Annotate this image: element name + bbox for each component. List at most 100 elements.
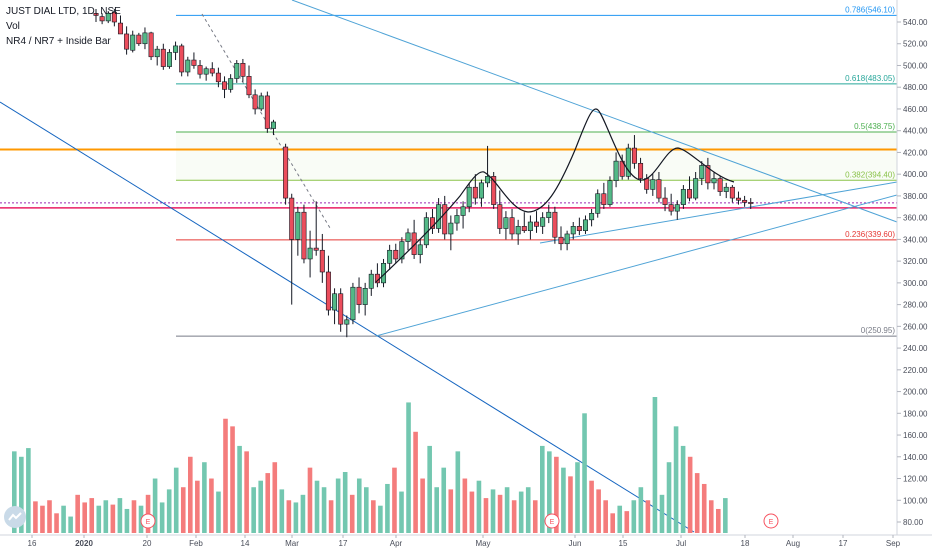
volume-bar xyxy=(575,462,580,533)
volume-bar xyxy=(716,508,721,533)
volume-bar xyxy=(188,456,193,533)
bear-candle xyxy=(264,95,270,129)
bear-candle xyxy=(215,72,221,83)
bull-candle xyxy=(448,222,454,235)
time-tick-label: 20 xyxy=(143,539,152,548)
volume-bar xyxy=(504,487,510,533)
volume-bar xyxy=(12,451,17,533)
symbol-title[interactable]: JUST DIAL LTD, 1D, NSE xyxy=(6,6,121,17)
bull-candle xyxy=(546,211,552,218)
volume-bar xyxy=(589,480,594,533)
bull-candle xyxy=(540,217,546,227)
volume-bar xyxy=(371,500,376,533)
tradingview-logo-icon[interactable] xyxy=(4,506,26,528)
bear-candle xyxy=(136,34,142,45)
volume-bar xyxy=(687,456,693,533)
volume-bar xyxy=(26,448,31,533)
bull-candle xyxy=(650,179,656,190)
bear-candle xyxy=(521,226,527,231)
volume-bar xyxy=(680,445,686,533)
bull-candle xyxy=(105,13,111,22)
volume-bar xyxy=(216,491,221,533)
volume-bar xyxy=(173,467,179,533)
volume-bar xyxy=(568,476,573,533)
bear-candle xyxy=(742,199,748,203)
time-tick-label: Feb xyxy=(189,539,203,548)
bear-candle xyxy=(148,32,154,58)
time-tick-label: 14 xyxy=(241,539,250,548)
price-tick-label: 300.00 xyxy=(903,279,928,288)
volume-bar xyxy=(131,500,137,533)
bull-candle xyxy=(362,288,368,305)
bear-candle xyxy=(313,247,319,251)
volume-bar xyxy=(666,462,672,533)
volume-bar xyxy=(61,505,66,533)
bull-candle xyxy=(460,206,466,216)
bull-candle xyxy=(582,219,588,231)
price-tick-label: 160.00 xyxy=(903,431,928,440)
volume-bar xyxy=(237,445,242,533)
price-tick-label: 200.00 xyxy=(903,388,928,397)
bear-candle xyxy=(491,176,497,205)
earnings-event-letter: E xyxy=(550,519,555,526)
volume-bar xyxy=(701,483,707,533)
volume-bar xyxy=(413,431,418,533)
bull-candle xyxy=(613,160,619,181)
bear-candle xyxy=(662,197,668,205)
bear-candle xyxy=(656,179,662,199)
fib-level-label: 0.786(546.10) xyxy=(845,5,895,14)
volume-bar xyxy=(455,451,461,533)
volume-bar xyxy=(328,500,334,533)
time-tick-label: 17 xyxy=(839,539,848,548)
bear-candle xyxy=(240,63,246,77)
earnings-event-icon xyxy=(763,513,779,529)
bear-candle xyxy=(356,286,362,305)
time-tick-label: Apr xyxy=(390,539,403,548)
price-tick-label: 80.00 xyxy=(903,518,924,527)
volume-bar xyxy=(47,500,52,533)
bull-candle xyxy=(466,186,472,208)
time-tick-label: Jul xyxy=(676,539,686,548)
price-tick-label: 360.00 xyxy=(903,214,928,223)
bull-candle xyxy=(154,48,160,58)
price-axis xyxy=(897,0,932,550)
nr-indicator-label[interactable]: NR4 / NR7 + Inside Bar xyxy=(6,36,111,47)
volume-bar xyxy=(166,489,172,533)
volume-bar xyxy=(659,494,665,533)
volume-bar xyxy=(631,500,637,533)
volume-bar xyxy=(532,500,538,533)
volume-bar xyxy=(497,494,503,533)
volume-bar xyxy=(638,487,644,533)
bear-candle xyxy=(509,217,515,235)
bull-candle xyxy=(527,221,533,231)
bear-candle xyxy=(160,48,166,67)
fib-level-label: 0(250.95) xyxy=(861,326,896,335)
time-tick-label: Jun xyxy=(569,539,582,548)
fib-zone xyxy=(176,132,897,181)
bull-candle xyxy=(203,68,209,75)
bear-candle xyxy=(93,13,99,16)
price-tick-label: 280.00 xyxy=(903,301,928,310)
bull-candle xyxy=(173,45,179,53)
volume-bar xyxy=(279,489,285,533)
volume-bar xyxy=(554,456,559,533)
bear-candle xyxy=(179,45,185,73)
volume-bar xyxy=(152,478,158,533)
fib-level-label: 0.236(339.60) xyxy=(845,230,895,239)
bear-candle xyxy=(558,236,564,245)
volume-indicator-label[interactable]: Vol xyxy=(6,21,20,32)
bull-candle xyxy=(417,244,423,255)
bull-candle xyxy=(405,232,411,242)
bull-candle xyxy=(723,186,729,192)
bull-candle xyxy=(595,193,601,214)
head-and-shoulders-pattern xyxy=(375,108,735,283)
volume-bar xyxy=(272,462,278,533)
bear-candle xyxy=(638,163,644,179)
bull-candle xyxy=(674,204,680,212)
bear-candle xyxy=(338,293,344,325)
bear-candle xyxy=(644,178,650,190)
bear-candle xyxy=(687,189,693,199)
volume-bar xyxy=(251,487,256,533)
volume-bar xyxy=(694,473,700,533)
